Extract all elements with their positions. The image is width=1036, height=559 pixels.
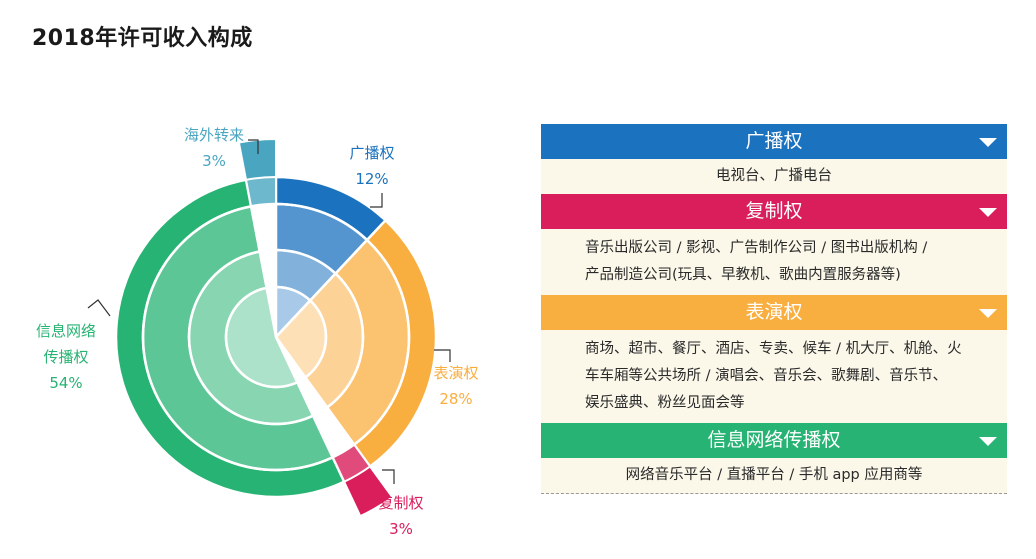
- description-line: 网络音乐平台 / 直播平台 / 手机 app 应用商等: [625, 467, 923, 483]
- pie-slice-1: [274, 175, 388, 341]
- leader-line: [248, 139, 259, 154]
- ring-separator-1: [141, 202, 411, 472]
- category-description: 商场、超市、餐厅、酒店、专卖、候车 / 机大厅、机舱、火 车车厢等公共场所 / 演…: [541, 330, 1007, 423]
- slice-percent-label: 54%: [49, 374, 82, 392]
- category-description: 网络音乐平台 / 直播平台 / 手机 app 应用商等: [541, 458, 1007, 494]
- slice-name-label: 海外转来: [184, 126, 244, 144]
- description-line: 娱乐盛典、粉丝见面会等: [585, 395, 745, 411]
- ring-separator-2: [187, 248, 365, 426]
- category-panel: 广播权电视台、广播电台复制权音乐出版公司 / 影视、广告制作公司 / 图书出版机…: [541, 124, 1007, 494]
- chevron-down-icon[interactable]: [979, 309, 997, 318]
- slice-name-label: 复制权: [378, 494, 423, 512]
- chevron-down-icon[interactable]: [979, 437, 997, 446]
- pie-slice-3: [275, 336, 394, 518]
- slice-percent-label: 3%: [389, 520, 413, 538]
- slice-percent-label: 12%: [355, 170, 388, 188]
- description-line: 电视台、广播电台: [716, 168, 832, 184]
- ring-separator-3: [224, 285, 328, 389]
- description-line: 车车厢等公共场所 / 演唱会、音乐会、歌舞剧、音乐节、: [585, 368, 948, 384]
- description-line: 音乐出版公司 / 影视、广告制作公司 / 图书出版机构 /: [585, 240, 928, 256]
- leader-line: [434, 349, 451, 362]
- pie-slice-4: [114, 178, 346, 499]
- category-title: 复制权: [745, 200, 803, 222]
- description-line: 产品制造公司(玩具、早教机、歌曲内置服务器等): [585, 267, 901, 283]
- category-title: 信息网络传播权: [707, 429, 841, 451]
- slice-name-label: 广播权: [349, 144, 394, 162]
- category-title: 广播权: [745, 130, 803, 152]
- leader-line: [370, 193, 383, 208]
- slice-percent-label: 28%: [439, 390, 472, 408]
- slice-name-label: 信息网络: [36, 322, 96, 340]
- leader-line: [382, 469, 395, 484]
- slice-name-label: 传播权: [43, 348, 88, 366]
- page-title: 2018年许可收入构成: [32, 26, 253, 51]
- slice-name-label: 表演权: [433, 364, 478, 382]
- slice-core: [251, 204, 276, 337]
- description-line: 商场、超市、餐厅、酒店、专卖、候车 / 机大厅、机舱、火: [585, 341, 962, 357]
- pie-slice-5: [237, 137, 277, 338]
- category-description: 音乐出版公司 / 影视、广告制作公司 / 图书出版机构 / 产品制造公司(玩具、早…: [541, 229, 1007, 295]
- leader-line: [87, 299, 111, 317]
- slice-percent-label: 3%: [202, 152, 226, 170]
- category-title: 表演权: [745, 301, 803, 323]
- pie-chart: 广播权 12% 表演权 28% 复制权 3% 信息网络传播权 54% 海外转来 3%: [36, 126, 479, 538]
- category-header[interactable]: 表演权: [541, 295, 1007, 330]
- category-description: 电视台、广播电台: [541, 159, 1007, 194]
- category-header[interactable]: 复制权: [541, 194, 1007, 229]
- category-header[interactable]: 信息网络传播权: [541, 423, 1007, 458]
- chevron-down-icon[interactable]: [979, 138, 997, 147]
- chevron-down-icon[interactable]: [979, 208, 997, 217]
- category-header[interactable]: 广播权: [541, 124, 1007, 159]
- slice-core: [276, 337, 355, 458]
